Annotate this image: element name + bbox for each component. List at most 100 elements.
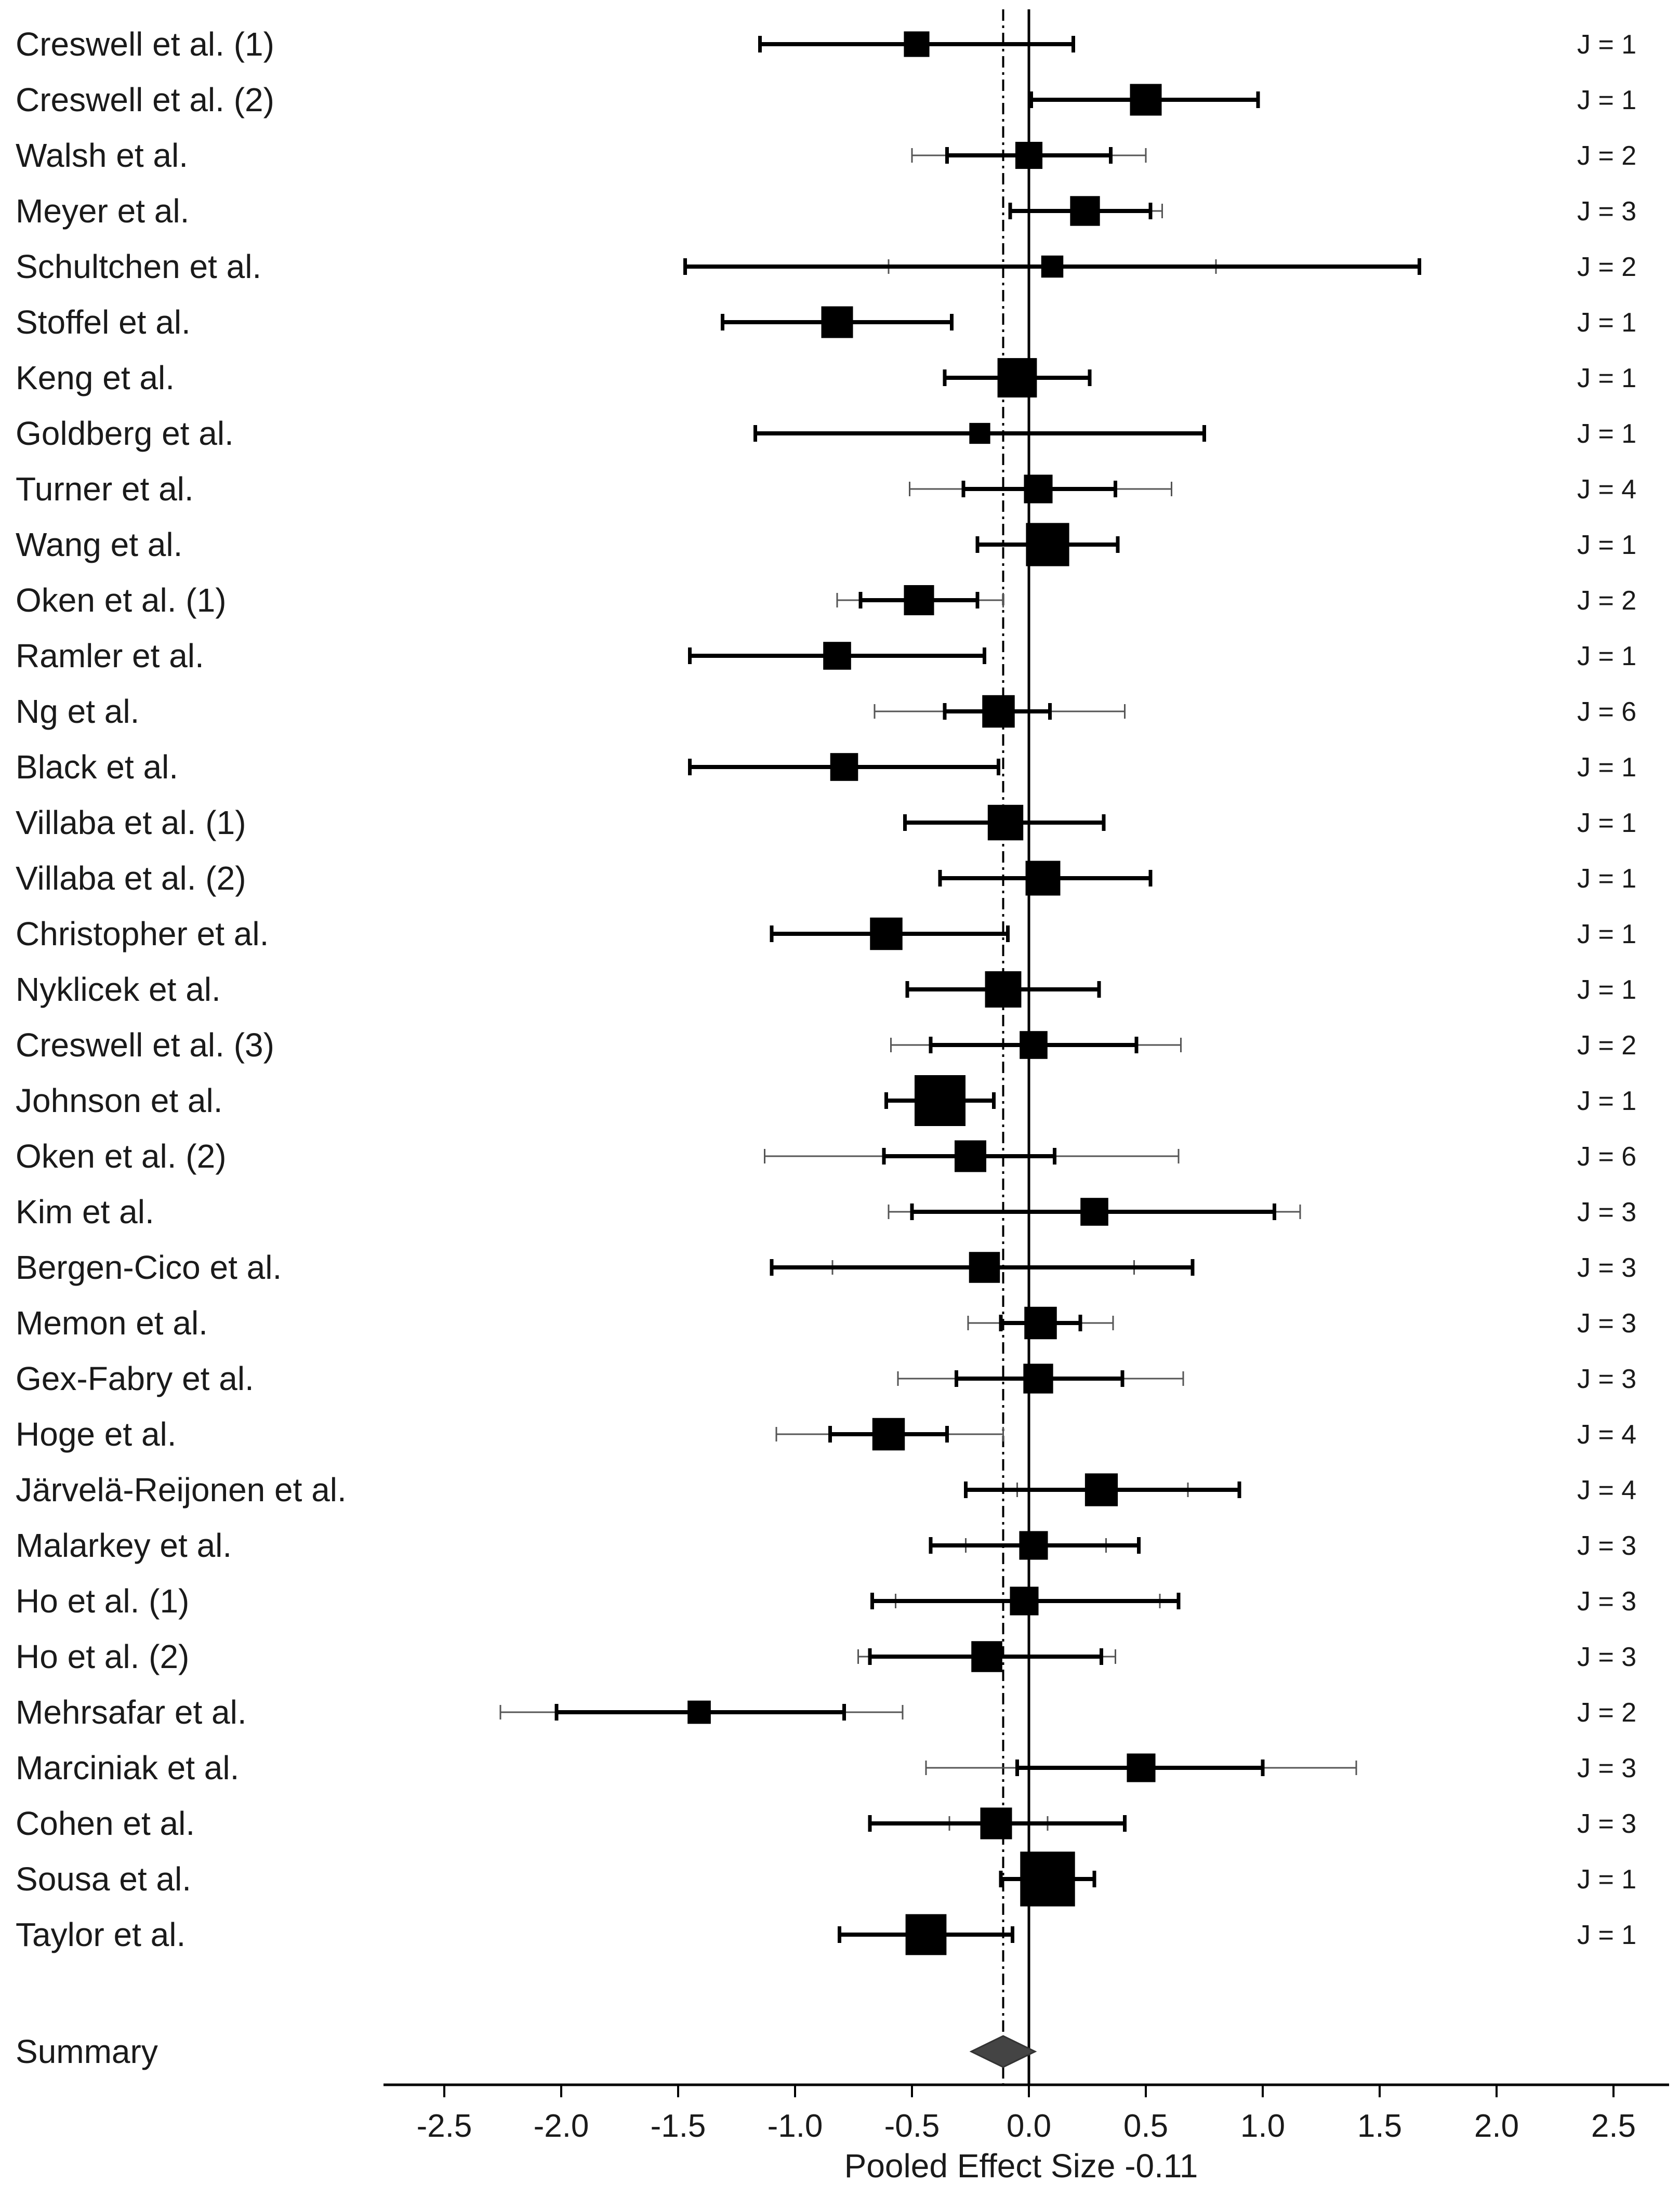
effect-square	[1015, 141, 1043, 169]
j-count: J = 1	[1577, 530, 1636, 560]
study-row: Nyklicek et al. J = 1	[16, 971, 1636, 1008]
effect-square	[1041, 255, 1064, 278]
j-count: J = 1	[1577, 808, 1636, 838]
study-label: Wang et al.	[16, 526, 182, 563]
effect-square	[905, 1914, 947, 1955]
effect-square	[997, 358, 1037, 398]
x-tick-label: 1.5	[1357, 2108, 1402, 2144]
x-tick-label: 0.0	[1007, 2108, 1051, 2144]
j-count: J = 3	[1577, 1809, 1636, 1839]
j-count: J = 1	[1577, 85, 1636, 115]
study-row: Kim et al. J = 3	[16, 1193, 1636, 1231]
study-label: Villaba et al. (1)	[16, 804, 246, 841]
j-count: J = 1	[1577, 752, 1636, 783]
study-rows: Creswell et al. (1) J = 1 Creswell et al. …	[16, 25, 1636, 1955]
j-count: J = 2	[1577, 1030, 1636, 1061]
j-count: J = 3	[1577, 1642, 1636, 1672]
effect-square	[870, 917, 903, 950]
effect-square	[1026, 523, 1069, 566]
effect-square	[1080, 1198, 1108, 1226]
j-count: J = 1	[1577, 1086, 1636, 1116]
j-count: J = 3	[1577, 1197, 1636, 1227]
study-row: Bergen-Cico et al. J = 3	[16, 1249, 1636, 1286]
x-axis-title: Pooled Effect Size -0.11	[844, 2147, 1198, 2185]
j-count: J = 3	[1577, 1586, 1636, 1617]
study-row: Walsh et al. J = 2	[16, 137, 1636, 174]
study-label: Turner et al.	[16, 470, 194, 508]
j-count: J = 3	[1577, 1364, 1636, 1394]
study-label: Goldberg et al.	[16, 415, 234, 452]
j-count: J = 3	[1577, 1531, 1636, 1561]
j-count: J = 3	[1577, 1253, 1636, 1283]
study-label: Ho et al. (1)	[16, 1582, 189, 1620]
j-count: J = 1	[1577, 308, 1636, 338]
j-count: J = 4	[1577, 1420, 1636, 1450]
effect-square	[969, 422, 990, 444]
study-row: Mehrsafar et al. J = 2	[16, 1694, 1636, 1731]
x-tick-label: -2.0	[534, 2108, 589, 2144]
j-count: J = 1	[1577, 919, 1636, 949]
effect-square	[1127, 1753, 1156, 1782]
study-label: Villaba et al. (2)	[16, 859, 246, 897]
study-row: Johnson et al. J = 1	[16, 1075, 1636, 1126]
effect-square	[1024, 1306, 1057, 1340]
effect-square	[1084, 1473, 1118, 1506]
study-row: Creswell et al. (3) J = 2	[16, 1026, 1636, 1064]
j-count: J = 2	[1577, 1698, 1636, 1728]
study-row: Hoge et al. J = 4	[16, 1416, 1636, 1453]
study-label: Creswell et al. (3)	[16, 1026, 274, 1064]
x-tick-label: 0.5	[1123, 2108, 1168, 2144]
study-label: Malarkey et al.	[16, 1527, 232, 1564]
effect-square	[955, 1140, 986, 1172]
study-label: Stoffel et al.	[16, 303, 191, 341]
study-label: Kim et al.	[16, 1193, 154, 1231]
effect-square	[904, 31, 930, 57]
study-row: Taylor et al. J = 1	[16, 1914, 1636, 1955]
effect-square	[915, 1075, 965, 1126]
j-count: J = 1	[1577, 641, 1636, 671]
x-axis: -2.5 -2.0 -1.5 -1.0 -0.5 0.0 0.5 1.0 1.5 2.0 2.5 Po…	[383, 2083, 1669, 2185]
study-label: Mehrsafar et al.	[16, 1694, 247, 1731]
j-count: J = 6	[1577, 1142, 1636, 1172]
study-row: Goldberg et al. J = 1	[16, 415, 1636, 452]
study-label: Ho et al. (2)	[16, 1638, 189, 1675]
j-count: J = 1	[1577, 975, 1636, 1005]
study-label: Black et al.	[16, 748, 178, 786]
effect-square	[872, 1418, 905, 1451]
x-tick-label: -0.5	[884, 2108, 940, 2144]
study-row: Oken et al. (2) J = 6	[16, 1137, 1636, 1175]
study-row: Meyer et al. J = 3	[16, 192, 1636, 230]
effect-square	[904, 585, 934, 616]
effect-square	[1010, 1586, 1039, 1616]
effect-square	[971, 1641, 1002, 1672]
study-label: Nyklicek et al.	[16, 971, 221, 1008]
study-row: Ho et al. (1) J = 3	[16, 1582, 1636, 1620]
study-row: Oken et al. (1) J = 2	[16, 581, 1636, 619]
summary-diamond	[969, 2035, 1037, 2068]
effect-square	[985, 971, 1022, 1008]
effect-square	[821, 306, 853, 338]
effect-square	[1020, 1031, 1048, 1059]
study-row: Järvelä-Reijonen et al. J = 4	[16, 1471, 1636, 1509]
x-tick-label: -1.0	[768, 2108, 823, 2144]
study-label: Johnson et al.	[16, 1082, 223, 1119]
effect-square	[1020, 1851, 1075, 1907]
effect-square	[1019, 1531, 1048, 1560]
study-row: Creswell et al. (2) J = 1	[16, 81, 1636, 118]
j-count: J = 2	[1577, 252, 1636, 282]
effect-square	[687, 1700, 711, 1724]
j-count: J = 1	[1577, 30, 1636, 60]
study-row: Marciniak et al. J = 3	[16, 1749, 1636, 1787]
study-label: Schultchen et al.	[16, 248, 261, 285]
study-row: Creswell et al. (1) J = 1	[16, 25, 1636, 63]
x-tick-label: 2.5	[1591, 2108, 1636, 2144]
study-label: Gex-Fabry et al.	[16, 1360, 254, 1397]
study-label: Cohen et al.	[16, 1805, 195, 1842]
study-row: Ng et al. J = 6	[16, 693, 1636, 730]
j-count: J = 3	[1577, 1308, 1636, 1339]
j-count: J = 2	[1577, 586, 1636, 616]
study-row: Turner et al. J = 4	[16, 470, 1636, 508]
study-row: Memon et al. J = 3	[16, 1304, 1636, 1342]
study-label: Marciniak et al.	[16, 1749, 239, 1787]
